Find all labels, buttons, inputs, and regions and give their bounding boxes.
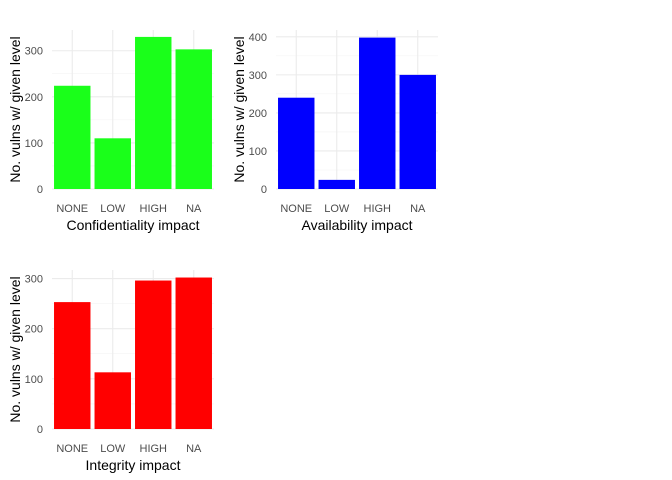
x-tick-label: NA [410,203,426,215]
bar-na [175,277,212,429]
chart-panel-integrity: 0 100 200 300 NONE LOW HIGH NA Integrity impact N… [7,270,214,473]
x-axis-title: Integrity impact [86,457,181,473]
y-tick-label: 200 [25,324,43,336]
bar-high [135,36,172,190]
bar-low [94,138,131,189]
x-axis-title: Confidentiality impact [66,217,199,233]
y-tick-label: 200 [25,92,43,104]
bar-none [278,97,315,189]
x-tick-label: NONE [280,203,312,215]
x-tick-label: LOW [100,443,126,455]
x-tick-label: HIGH [140,203,168,215]
y-axis-title: No. vulns w/ given level [231,36,247,182]
x-tick-label: NA [186,443,202,455]
y-axis-title: No. vulns w/ given level [7,36,23,182]
bar-none [54,85,91,189]
y-tick-label: 300 [25,46,43,58]
x-tick-label: NONE [56,443,88,455]
y-tick-label: 300 [25,274,43,286]
x-axis-title: Availability impact [301,217,412,233]
bar-high [359,37,396,190]
y-tick-label: 200 [249,108,267,120]
bar-none [54,302,91,429]
chart-panel-confidentiality: 0 100 200 300 NONE LOW HIGH NA Confidentiality i… [7,30,214,233]
bar-low [318,179,355,189]
x-tick-label: HIGH [364,203,392,215]
y-tick-label: 100 [25,138,43,150]
bar-na [399,74,436,189]
y-tick-label: 0 [261,184,267,196]
y-tick-label: 0 [37,184,43,196]
x-tick-label: HIGH [140,443,168,455]
y-axis-title: No. vulns w/ given level [7,276,23,422]
y-tick-label: 100 [249,146,267,158]
y-tick-label: 400 [249,32,267,44]
bar-low [94,372,131,429]
y-tick-label: 300 [249,70,267,82]
x-tick-label: NONE [56,203,88,215]
y-tick-label: 0 [37,424,43,436]
x-tick-label: LOW [324,203,350,215]
x-tick-label: NA [186,203,202,215]
y-tick-label: 100 [25,374,43,386]
x-tick-label: LOW [100,203,126,215]
bar-na [175,49,212,189]
chart-panel-availability: 0 100 200 300 400 NONE LOW HIGH NA Availability i… [231,30,438,233]
bar-high [135,280,172,429]
